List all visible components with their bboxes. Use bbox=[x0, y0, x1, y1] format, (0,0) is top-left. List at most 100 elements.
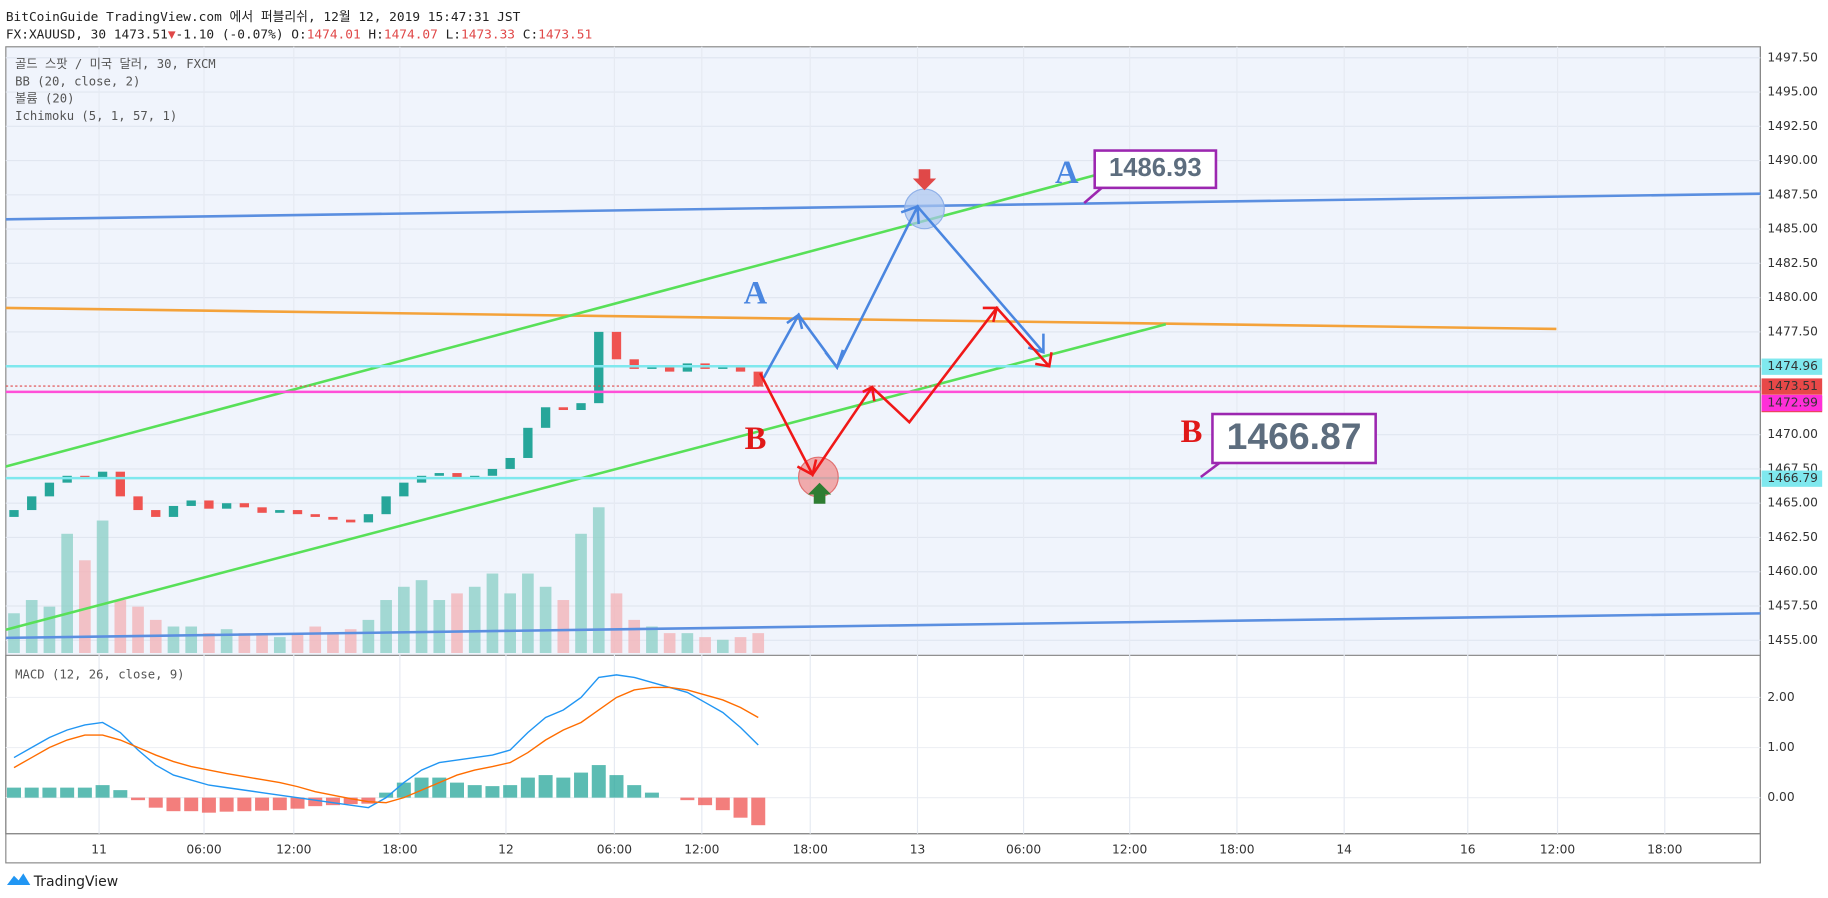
candle bbox=[753, 371, 763, 387]
macd-histogram bbox=[450, 782, 464, 798]
close: 1473.51 bbox=[538, 28, 592, 43]
data-marks bbox=[6, 331, 766, 826]
price-tag-label: 1474.96 bbox=[1767, 359, 1818, 373]
price-tag bbox=[1761, 378, 1823, 395]
volume-bar bbox=[344, 629, 357, 654]
macd-histogram bbox=[290, 797, 305, 809]
candle bbox=[647, 366, 657, 369]
macd-histogram bbox=[219, 797, 234, 812]
legend: MACD (12, 26, close, 9) bbox=[15, 668, 184, 682]
arrow: ▼ bbox=[168, 28, 176, 43]
candle bbox=[186, 500, 196, 506]
last: 1473.51 bbox=[114, 28, 168, 43]
trend-line bbox=[5, 612, 1761, 640]
wave-label: B bbox=[745, 421, 767, 457]
volume-bar bbox=[504, 593, 516, 654]
arrow-head bbox=[786, 312, 804, 330]
volume-bar bbox=[273, 637, 286, 654]
x-tick-label: 16 bbox=[1460, 843, 1476, 857]
arrow-head bbox=[824, 349, 845, 371]
candle bbox=[611, 331, 622, 360]
symbol-line: FX:XAUUSD, 30 1473.51▼-1.10 (-0.07%) O:1… bbox=[6, 28, 592, 43]
macd-histogram bbox=[237, 797, 252, 812]
volume-bar bbox=[522, 573, 534, 654]
price-tag bbox=[1761, 394, 1823, 412]
x-tick-label: 11 bbox=[91, 843, 107, 857]
label-pointer bbox=[1083, 186, 1103, 204]
arrow-head bbox=[796, 459, 818, 477]
x-tick-label: 06:00 bbox=[1006, 843, 1041, 857]
symbol: FX:XAUUSD, 30 bbox=[6, 28, 106, 43]
target-label: 1486.93 bbox=[1109, 154, 1202, 182]
volume-bar bbox=[468, 586, 481, 654]
candle bbox=[346, 519, 356, 523]
y-tick-label: 1495.00 bbox=[1767, 85, 1818, 99]
volume-bar bbox=[699, 637, 711, 654]
volume-bar bbox=[716, 639, 729, 654]
trend-line bbox=[5, 192, 1761, 221]
macd-histogram bbox=[733, 797, 748, 818]
price-tag bbox=[1761, 358, 1823, 375]
candle bbox=[239, 503, 250, 508]
candle bbox=[558, 407, 568, 411]
macd-histogram bbox=[591, 765, 606, 798]
macd-histogram bbox=[24, 787, 39, 798]
candle bbox=[115, 471, 125, 497]
label-pointer bbox=[1200, 461, 1221, 479]
macd-histogram bbox=[325, 797, 340, 806]
macd-histogram bbox=[113, 790, 128, 798]
c-label: C: bbox=[523, 28, 538, 43]
volume-bar bbox=[327, 633, 339, 654]
volume-bar bbox=[734, 637, 747, 654]
macd-histogram bbox=[574, 772, 589, 798]
macd-histogram bbox=[201, 797, 216, 813]
macd-histogram bbox=[131, 797, 146, 801]
trend-line bbox=[5, 306, 1557, 331]
candle bbox=[735, 366, 746, 372]
y2-tick-label: 2.00 bbox=[1767, 690, 1794, 704]
logo bbox=[6, 873, 31, 886]
wave-label: B bbox=[1181, 414, 1203, 450]
low: 1473.33 bbox=[461, 28, 515, 43]
high: 1474.07 bbox=[384, 28, 438, 43]
candle bbox=[594, 331, 604, 404]
x-tick-label: 18:00 bbox=[1219, 843, 1254, 857]
volume-bar bbox=[256, 633, 268, 654]
up-marker bbox=[807, 482, 832, 504]
macd-histogram bbox=[627, 785, 642, 798]
y-tick-label: 1482.50 bbox=[1767, 256, 1818, 270]
footer: TradingView bbox=[33, 874, 118, 890]
candle bbox=[434, 473, 444, 476]
volume-bar bbox=[433, 600, 446, 654]
macd-histogram bbox=[715, 797, 730, 811]
label-box bbox=[1211, 412, 1377, 465]
x-tick-label: 06:00 bbox=[186, 843, 221, 857]
legend: 볼륨 (20) bbox=[15, 92, 74, 106]
macd-histogram bbox=[751, 797, 766, 826]
x-tick-label: 12:00 bbox=[684, 843, 719, 857]
candle bbox=[151, 510, 161, 517]
macd-histogram bbox=[467, 785, 482, 798]
arrow-head bbox=[1035, 352, 1053, 368]
volume-bar bbox=[132, 606, 144, 654]
macd-line bbox=[13, 686, 759, 804]
macd-histogram bbox=[432, 777, 447, 798]
y-tick-label: 1492.50 bbox=[1767, 119, 1818, 133]
change: -1.10 (-0.07%) bbox=[176, 28, 284, 43]
y2-tick-label: 0.00 bbox=[1767, 790, 1794, 804]
legend: 골드 스팟 / 미국 달러, 30, FXCM bbox=[15, 57, 216, 71]
macd-histogram bbox=[379, 792, 394, 798]
candle bbox=[168, 505, 179, 517]
macd-histogram bbox=[343, 797, 358, 805]
volume-bar bbox=[398, 586, 410, 654]
macd-histogram bbox=[184, 797, 199, 812]
volume-bar bbox=[362, 619, 375, 654]
y-tick-label: 1455.00 bbox=[1767, 633, 1818, 647]
macd-histogram bbox=[520, 777, 535, 798]
candle bbox=[540, 407, 551, 428]
y-tick-label: 1485.00 bbox=[1767, 222, 1818, 236]
main-pane bbox=[5, 46, 1761, 656]
macd-histogram bbox=[556, 777, 571, 798]
volume-bar bbox=[114, 600, 127, 654]
